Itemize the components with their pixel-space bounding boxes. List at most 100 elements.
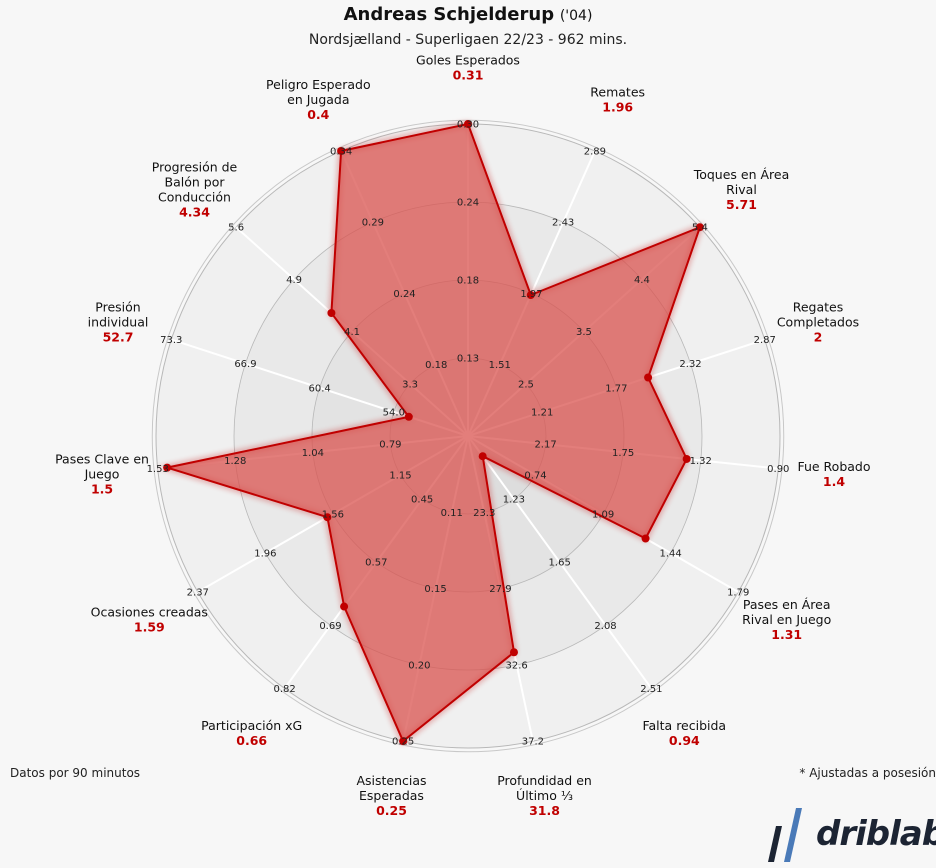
radar-point	[323, 513, 332, 522]
axis-label-group: Participación xG0.66	[201, 718, 302, 748]
brand-name: driblab	[816, 814, 936, 854]
tick-label: 0.13	[457, 354, 479, 365]
driblab-logo: driblab	[762, 806, 936, 866]
tick-label: 0.29	[362, 218, 384, 229]
tick-label: 0.34	[330, 146, 352, 157]
axis-label: Presión individual	[88, 299, 149, 329]
axis-value: 2	[814, 329, 823, 344]
tick-label: 0.18	[425, 360, 447, 371]
tick-label: 1.51	[489, 360, 511, 371]
birth-year: ('04)	[559, 8, 593, 24]
tick-label: 1.53	[147, 464, 169, 475]
axis-label: Goles Esperados	[416, 53, 520, 68]
axis-label: Ocasiones creadas	[91, 605, 208, 620]
axis-value: 0.66	[236, 733, 267, 748]
tick-label: 2.43	[552, 218, 574, 229]
axis-label: Participación xG	[201, 718, 302, 733]
radar-point	[695, 223, 704, 232]
tick-label: 2.17	[534, 440, 556, 451]
tick-label: 2.87	[754, 335, 776, 346]
tick-label: 3.5	[576, 327, 592, 338]
axis-value: 4.34	[179, 204, 210, 219]
axis-value: 0.4	[307, 107, 329, 122]
tick-label: 1.28	[224, 456, 246, 467]
tick-label: 5.6	[228, 223, 244, 234]
axis-label: Profundidad en Último ⅓	[497, 773, 592, 803]
radar-point	[163, 463, 172, 472]
axis-value: 1.31	[771, 627, 802, 642]
tick-label: 0.24	[393, 289, 415, 300]
tick-label: 2.51	[640, 684, 662, 695]
tick-label: 37.2	[522, 737, 544, 748]
tick-label: 0.45	[411, 495, 433, 506]
tick-label: 0.82	[273, 684, 295, 695]
tick-label: 5.4	[692, 223, 708, 234]
tick-label: 1.96	[254, 549, 276, 560]
axis-label: Pases Clave en Juego	[55, 451, 149, 481]
axis-label: Regates Completados	[777, 299, 859, 329]
radar-point	[509, 648, 518, 657]
axis-value: 5.71	[726, 197, 757, 212]
radar-point	[404, 412, 413, 421]
tick-label: 1.21	[531, 407, 553, 418]
axis-value: 52.7	[103, 329, 134, 344]
tick-label: 1.75	[612, 448, 634, 459]
player-name: Andreas Schjelderup	[343, 4, 555, 25]
tick-label: 0.30	[457, 120, 479, 131]
tick-label: 66.9	[234, 359, 256, 370]
tick-label: 3.3	[402, 379, 418, 390]
axis-label: Peligro Esperado en Jugada	[266, 77, 371, 107]
tick-label: 1.56	[322, 510, 344, 521]
radar-point	[337, 146, 346, 155]
axis-value: 1.96	[602, 99, 633, 114]
tick-label: 32.6	[506, 660, 528, 671]
tick-label: 2.37	[187, 588, 209, 599]
axis-label: Remates	[590, 84, 645, 99]
radar-point	[327, 309, 336, 318]
radar-point	[526, 291, 535, 300]
axis-label: Toques en Área Rival	[693, 167, 790, 197]
tick-label: 1.04	[302, 448, 324, 459]
tick-label: 1.65	[549, 558, 571, 569]
tick-label: 27.9	[489, 584, 511, 595]
axis-value: 0.31	[453, 68, 484, 83]
radar-area	[163, 122, 702, 743]
tick-label: 0.11	[441, 508, 463, 519]
axis-label-group: Profundidad en Último ⅓31.8	[497, 773, 592, 818]
radar-point	[641, 534, 650, 543]
tick-label: 0.15	[424, 584, 446, 595]
chart-subtitle: Nordsjælland - Superligaen 22/23 - 962 m…	[308, 32, 628, 48]
tick-label: 23.3	[473, 508, 495, 519]
tick-label: 1.44	[660, 549, 682, 560]
tick-label: 0.57	[365, 558, 387, 569]
radar-point	[464, 120, 472, 128]
tick-label: 0.25	[392, 737, 414, 748]
tick-label: 1.09	[592, 510, 614, 521]
axis-value: 1.59	[134, 620, 165, 635]
axis-value: 1.4	[823, 474, 845, 489]
tick-label: 2.5	[518, 379, 534, 390]
axis-label: Fue Robado	[797, 459, 870, 474]
tick-label: 2.08	[594, 621, 616, 632]
tick-label: 2.89	[584, 146, 606, 157]
axis-label: Progresión de Balón por Conducción	[152, 159, 238, 204]
tick-label: 1.77	[605, 383, 627, 394]
radar-point	[478, 452, 487, 461]
tick-label: 4.4	[634, 275, 650, 286]
tick-label: 4.1	[344, 327, 360, 338]
tick-label: 0.74	[524, 471, 546, 482]
axis-value: 0.94	[669, 733, 700, 748]
tick-label: 73.3	[160, 335, 182, 346]
